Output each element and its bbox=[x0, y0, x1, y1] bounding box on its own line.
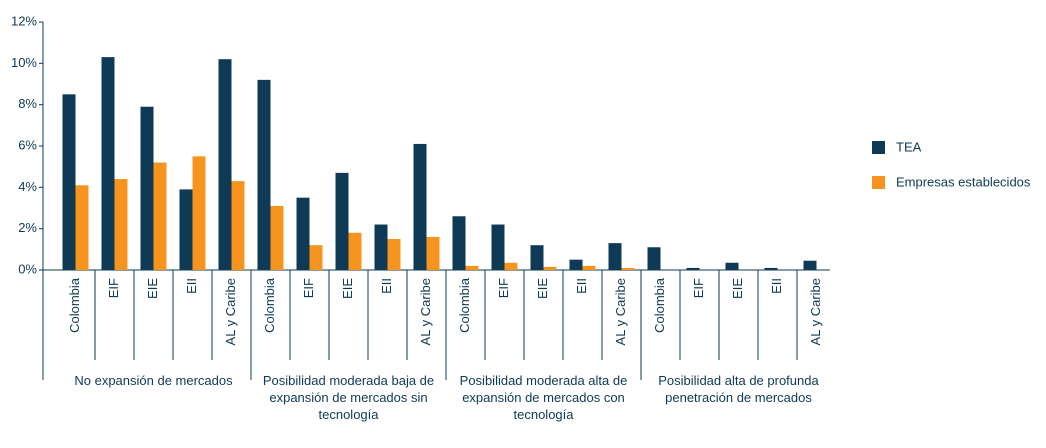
bar bbox=[374, 224, 388, 270]
bar bbox=[725, 262, 739, 270]
bar bbox=[543, 266, 557, 270]
x-tick-label: EII bbox=[379, 278, 394, 294]
group-label: No expansión de mercados bbox=[74, 373, 233, 388]
bar bbox=[75, 185, 89, 270]
bar bbox=[491, 224, 505, 270]
bar bbox=[569, 259, 583, 270]
bar bbox=[413, 143, 427, 270]
x-tick-label: EII bbox=[184, 278, 199, 294]
x-tick-label: EIE bbox=[340, 278, 355, 299]
bar bbox=[257, 79, 271, 270]
y-tick-label: 4% bbox=[18, 179, 37, 194]
bar bbox=[218, 59, 232, 271]
x-tick-label: EIF bbox=[496, 278, 511, 298]
x-tick-label: EIF bbox=[691, 278, 706, 298]
bar bbox=[192, 156, 206, 270]
bar bbox=[530, 245, 544, 270]
bar bbox=[62, 94, 76, 270]
x-tick-label: EIE bbox=[145, 278, 160, 299]
bar bbox=[764, 267, 778, 270]
legend-label: Empresas establecidos bbox=[896, 174, 1031, 189]
bar bbox=[309, 245, 323, 270]
bar bbox=[803, 260, 817, 270]
group-label: Posibilidad moderada alta de expansión d… bbox=[459, 373, 628, 422]
bar bbox=[270, 205, 284, 270]
y-tick-label: 12% bbox=[11, 13, 37, 28]
y-tick-label: 2% bbox=[18, 220, 37, 235]
bar bbox=[179, 189, 193, 270]
x-tick-label: AL y Caribe bbox=[613, 278, 628, 345]
x-tick-label: Colombia bbox=[67, 277, 82, 333]
x-tick-label: Colombia bbox=[652, 277, 667, 333]
bar bbox=[608, 243, 622, 270]
x-tick-label: EII bbox=[574, 278, 589, 294]
x-tick-label: EIE bbox=[730, 278, 745, 299]
bar bbox=[114, 179, 128, 270]
y-tick-label: 8% bbox=[18, 96, 37, 111]
legend-swatch bbox=[872, 141, 885, 154]
x-tick-label: EIF bbox=[106, 278, 121, 298]
bar bbox=[101, 57, 115, 271]
bar bbox=[140, 106, 154, 270]
bar bbox=[504, 262, 518, 270]
bar bbox=[465, 265, 479, 270]
legend-swatch bbox=[872, 176, 885, 189]
bar bbox=[231, 181, 245, 270]
bar bbox=[582, 265, 596, 270]
y-tick-label: 10% bbox=[11, 55, 37, 70]
bar bbox=[348, 232, 362, 270]
x-tick-label: Colombia bbox=[262, 277, 277, 333]
x-tick-label: EIE bbox=[535, 278, 550, 299]
x-tick-label: EIF bbox=[301, 278, 316, 298]
x-tick-label: EII bbox=[769, 278, 784, 294]
x-tick-label: AL y Caribe bbox=[418, 278, 433, 345]
bar bbox=[387, 239, 401, 270]
bar bbox=[452, 216, 466, 270]
bar bbox=[647, 247, 661, 270]
bar bbox=[153, 162, 167, 270]
bar bbox=[296, 197, 310, 270]
y-tick-label: 0% bbox=[18, 261, 37, 276]
group-label: Posibilidad alta de profunda penetración… bbox=[658, 373, 819, 405]
bar bbox=[426, 236, 440, 270]
bar bbox=[335, 172, 349, 270]
bar bbox=[686, 267, 700, 270]
x-tick-label: AL y Caribe bbox=[808, 278, 823, 345]
legend-label: TEA bbox=[896, 139, 922, 154]
x-tick-label: Colombia bbox=[457, 277, 472, 333]
x-tick-label: AL y Caribe bbox=[223, 278, 238, 345]
bar bbox=[621, 267, 635, 270]
group-label: Posibilidad moderada baja de expansión d… bbox=[262, 373, 435, 422]
y-tick-label: 6% bbox=[18, 137, 37, 152]
